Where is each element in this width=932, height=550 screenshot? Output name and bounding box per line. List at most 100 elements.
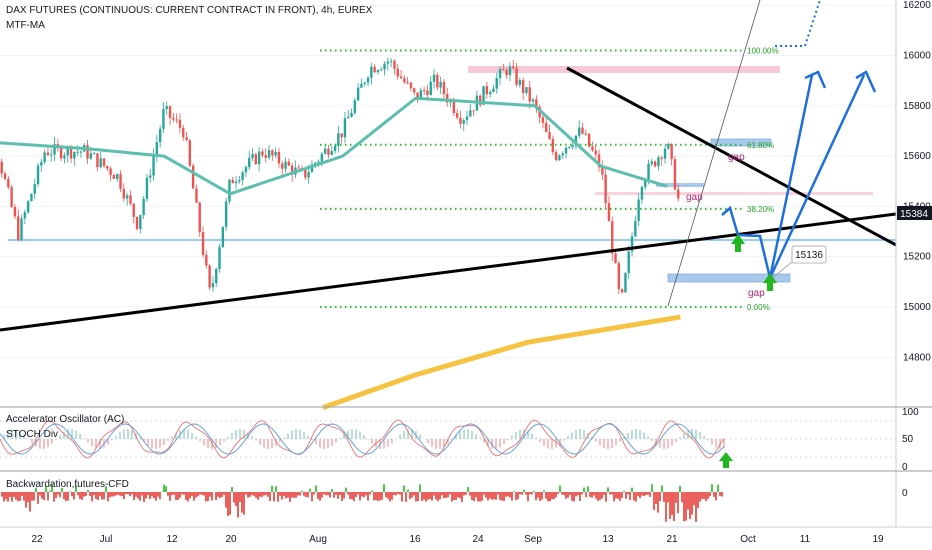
candle-body <box>36 165 40 185</box>
candle-body <box>155 142 159 156</box>
candle-body <box>432 74 436 82</box>
time-label-0: 22 <box>31 534 43 545</box>
candle-body <box>63 155 66 159</box>
candle-body <box>587 133 591 147</box>
candle-body <box>211 283 215 288</box>
candle-body <box>492 88 495 92</box>
callout-value: 15136 <box>795 250 823 261</box>
candle-body <box>314 162 317 165</box>
fibonacci-levels: 100.00% 61.80% 38.20% 0.00% <box>320 46 779 312</box>
candle-body <box>3 173 7 180</box>
osc-tick-50: 50 <box>902 434 914 445</box>
projection-path-1 <box>721 74 814 279</box>
candle-body <box>89 153 93 159</box>
candle-body <box>591 146 594 151</box>
price-callout: 15136 <box>770 245 827 280</box>
time-label-2: 12 <box>166 534 178 545</box>
backwardation-panel <box>1 484 723 522</box>
candle-body <box>485 86 489 95</box>
ascending-trendline <box>0 212 897 332</box>
candle-body <box>102 158 106 166</box>
candle-body <box>330 150 333 155</box>
candle-body <box>502 69 505 71</box>
candle-body <box>122 189 126 199</box>
candle-body <box>201 232 205 256</box>
candle-body <box>307 172 310 178</box>
candle-body <box>304 169 307 178</box>
candle-body <box>224 201 228 227</box>
candle-body <box>172 117 175 120</box>
indicator-label: MTF-MA <box>6 20 45 31</box>
candle-body <box>386 61 390 64</box>
candle-body <box>106 165 109 169</box>
candle-body <box>439 81 442 88</box>
candle-body <box>360 83 363 88</box>
candle-body <box>20 218 23 240</box>
candle-body <box>376 70 380 73</box>
time-label-12: 19 <box>872 534 884 545</box>
candle-body <box>238 180 241 182</box>
candle-body <box>614 253 617 264</box>
candle-body <box>535 99 538 107</box>
candle-body <box>317 161 320 163</box>
candle-body <box>135 216 139 230</box>
candle-body <box>472 110 475 112</box>
candle-body <box>66 147 69 156</box>
current-price-tag <box>897 206 932 220</box>
candle-body <box>409 82 413 89</box>
candle-body <box>518 80 522 85</box>
oscillator-label: Accelerator Oscillator (AC) <box>6 414 124 425</box>
candle-body <box>495 78 498 89</box>
time-label-11: 11 <box>800 534 811 545</box>
candle-body <box>528 87 531 102</box>
candle-body <box>373 66 376 73</box>
candle-body <box>248 158 251 168</box>
candle-body <box>116 174 119 179</box>
candle-body <box>182 127 185 138</box>
candle-body <box>558 155 561 160</box>
candle-body <box>442 81 446 95</box>
candle-body <box>393 60 396 69</box>
candle-body <box>627 251 630 274</box>
candle-body <box>541 117 545 123</box>
candle-body <box>50 154 53 156</box>
candle-body <box>69 147 73 159</box>
candle-body <box>597 154 601 168</box>
candle-body <box>26 201 30 213</box>
candle-body <box>30 193 33 202</box>
candle-body <box>551 138 555 153</box>
candle-body <box>465 116 469 121</box>
candle-body <box>462 120 465 124</box>
candle-body <box>215 268 218 284</box>
candle-body <box>231 179 234 184</box>
candle-body <box>218 247 221 269</box>
candle-body <box>205 255 208 266</box>
projection-arrowhead-2 <box>855 70 877 93</box>
candle-body <box>73 151 76 159</box>
candle-body <box>624 273 627 293</box>
candle-body <box>429 81 432 96</box>
candle-body <box>333 145 337 151</box>
candle-body <box>277 151 281 164</box>
candle-body <box>554 152 558 160</box>
candle-body <box>657 157 660 167</box>
time-label-10: Oct <box>740 534 756 545</box>
candle-body <box>561 153 564 156</box>
candle-body <box>40 162 43 166</box>
candle-body <box>43 152 46 163</box>
time-axis: 22 Jul 12 20 Aug 16 24 Sep 13 21 Oct 11 19 <box>31 534 884 545</box>
time-label-3: 20 <box>225 534 237 545</box>
gap-label-2: gap <box>686 192 703 203</box>
candle-body <box>86 145 89 159</box>
candle-body <box>142 198 145 215</box>
candle-body <box>284 161 287 169</box>
candle-body <box>574 135 578 146</box>
price-tick-5: 15200 <box>903 252 931 263</box>
candle-body <box>162 108 165 129</box>
candle-body <box>257 151 261 165</box>
time-label-4: Aug <box>309 534 327 545</box>
projection-dotted-extension <box>775 0 821 47</box>
candle-body <box>459 117 462 124</box>
time-label-8: 13 <box>602 534 614 545</box>
